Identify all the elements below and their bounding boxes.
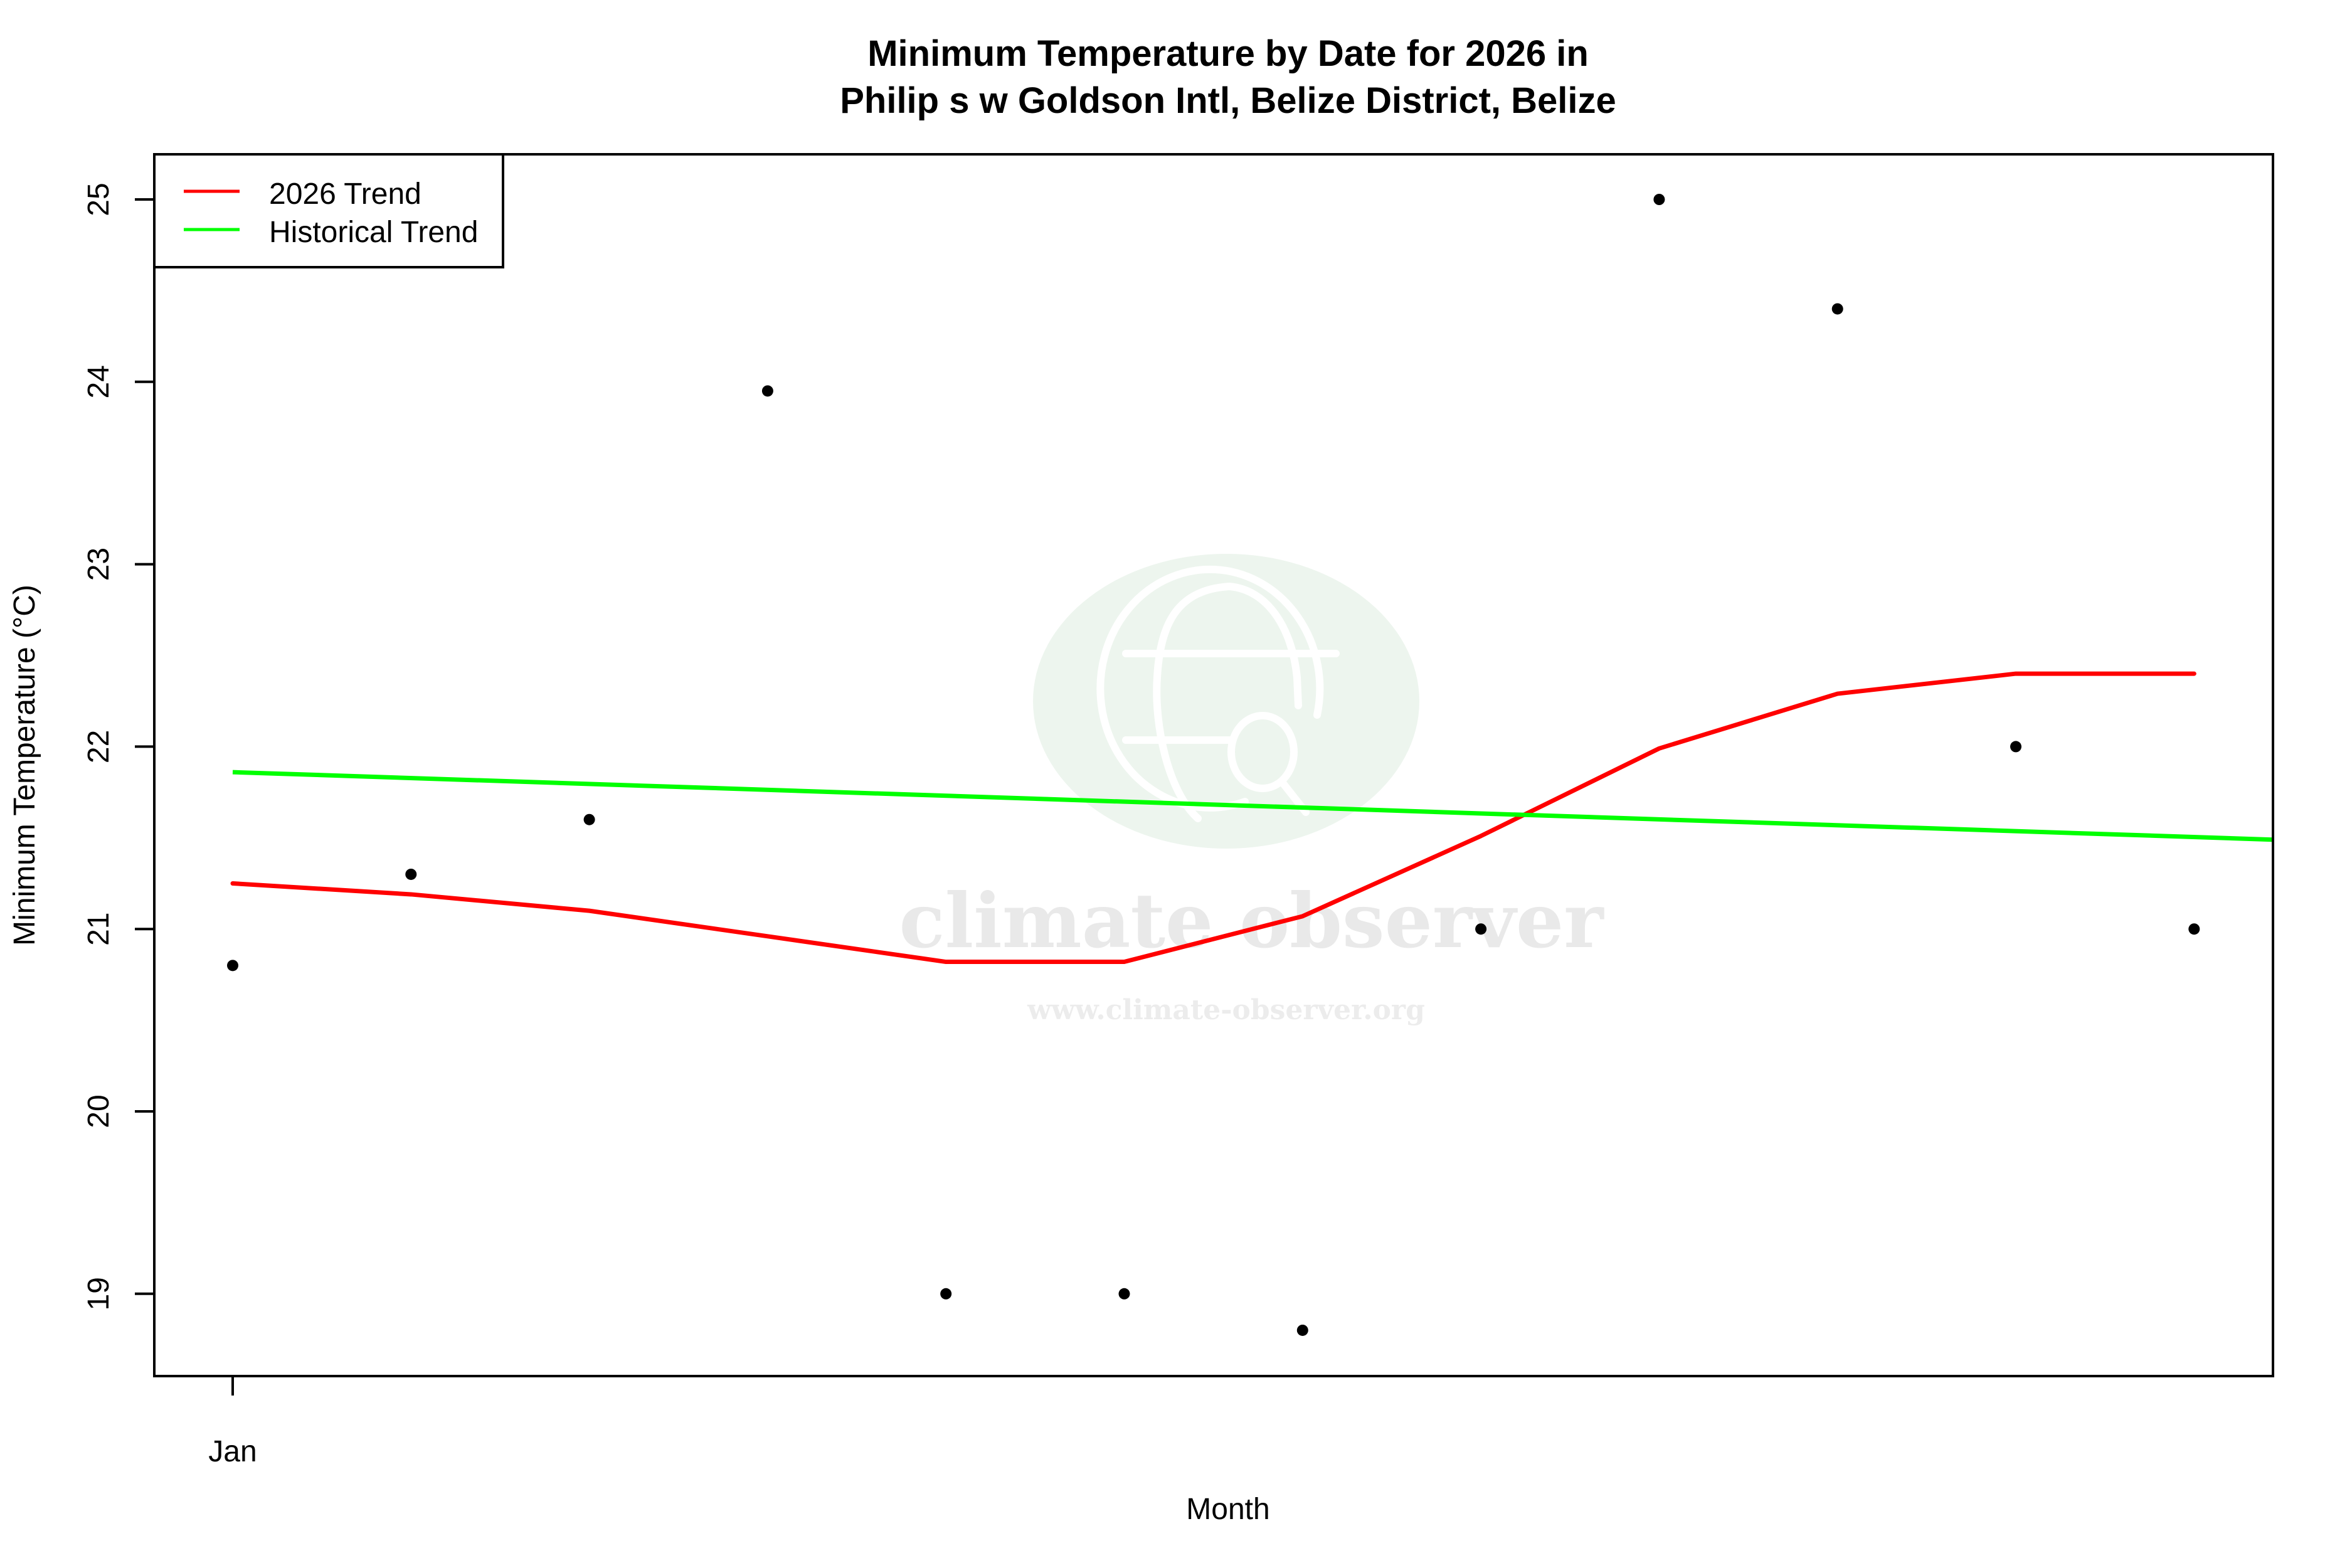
data-point: [761, 385, 773, 397]
watermark: climate observer www.climate-observer.or…: [899, 554, 1605, 1026]
data-point: [1653, 194, 1665, 205]
data-point: [1831, 303, 1843, 315]
y-tick-label: 25: [82, 183, 115, 216]
legend-label-2026-trend: 2026 Trend: [269, 177, 421, 211]
plot-frame: [153, 153, 2274, 1377]
chart-title: Minimum Temperature by Date for 2026 in: [867, 33, 1589, 74]
data-point: [940, 1288, 952, 1300]
data-point: [1475, 923, 1487, 935]
x-tick-label: Jan: [208, 1435, 257, 1468]
watermark-brand: climate observer: [899, 877, 1605, 965]
y-axis: 19 20 21 22 23 24 25: [82, 183, 154, 1310]
trend-line-2026: [230, 671, 2196, 965]
x-axis: Jan: [208, 1376, 257, 1468]
y-tick-label: 22: [82, 730, 115, 763]
y-tick-label: 23: [82, 548, 115, 581]
x-axis-label: Month: [1186, 1493, 1269, 1526]
series-layer: [227, 194, 2273, 1336]
data-point: [583, 813, 595, 825]
y-tick-label: 20: [82, 1094, 115, 1128]
data-point: [2010, 741, 2021, 753]
watermark-url: www.climate-observer.org: [1027, 994, 1425, 1026]
chart-subtitle: Philip s w Goldson Intl, Belize District…: [840, 80, 1616, 121]
data-point: [1118, 1288, 1130, 1300]
y-axis-label: Minimum Temperature (°C): [8, 585, 41, 946]
legend: 2026 Trend Historical Trend: [153, 153, 504, 268]
y-tick-label: 24: [82, 365, 115, 398]
globe-search-icon: [1096, 565, 1340, 822]
legend-box: [153, 153, 504, 268]
trend-line-historical: [232, 770, 2273, 842]
data-point: [227, 960, 238, 972]
y-tick-label: 21: [82, 913, 115, 946]
legend-label-historical-trend: Historical Trend: [269, 216, 478, 249]
data-point: [405, 868, 417, 880]
y-tick-label: 19: [82, 1277, 115, 1310]
data-point: [1296, 1324, 1308, 1336]
data-point: [2188, 923, 2200, 935]
